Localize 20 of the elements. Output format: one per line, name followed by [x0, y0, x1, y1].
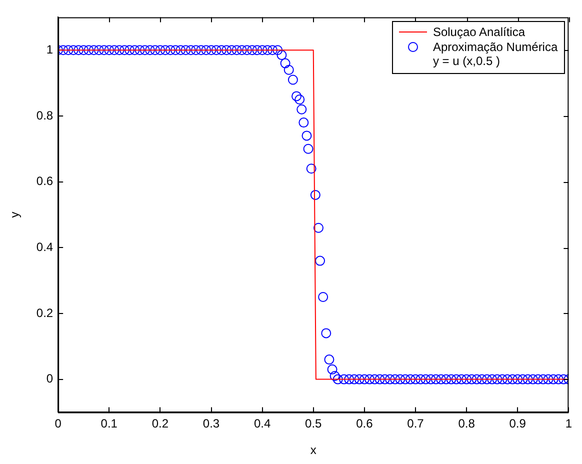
y-tick-label: 0.6 [36, 174, 54, 188]
y-tick-label: 0.4 [36, 240, 54, 254]
y-tick-label: 1 [46, 42, 54, 56]
y-tick-label: 0 [46, 372, 54, 386]
x-tick-label: 0.5 [305, 416, 322, 431]
x-tick-label: 0.1 [100, 416, 118, 431]
x-tick-label: 0.3 [202, 416, 220, 431]
legend-label: Aproximação Numérica y = u (x,0.5 ) [432, 40, 558, 68]
y-axis-title: y [8, 212, 22, 218]
y-tick-label: 0.2 [36, 306, 54, 320]
x-axis-title: x [310, 443, 316, 458]
x-tick-label: 1 [565, 416, 572, 431]
x-tick-label: 0.9 [509, 416, 526, 431]
x-tick-label: 0.4 [254, 416, 271, 431]
x-tick-label: 0.7 [407, 416, 424, 431]
y-tick-label: 0.8 [36, 108, 54, 122]
x-tick-label: 0.8 [458, 416, 476, 431]
legend-label: Soluçao Analítica [432, 25, 525, 40]
x-tick-label: 0.2 [152, 416, 169, 431]
x-tick-label: 0.6 [356, 416, 374, 431]
